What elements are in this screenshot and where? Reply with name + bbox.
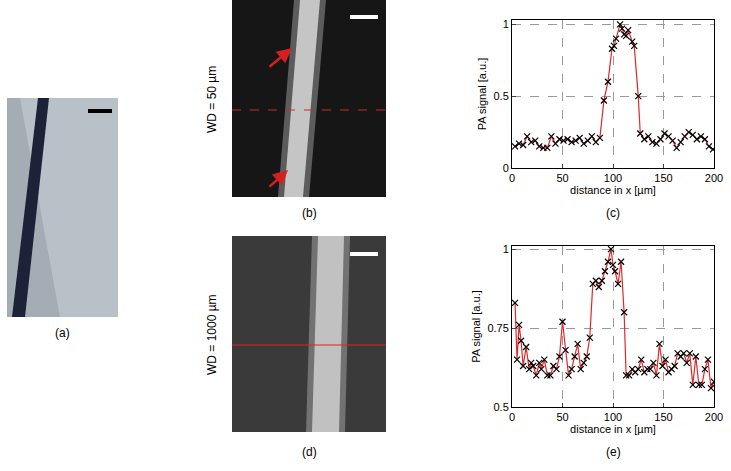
svg-text:(e): (e) xyxy=(606,445,621,459)
svg-text:(b): (b) xyxy=(302,206,317,220)
svg-text:0: 0 xyxy=(509,172,515,184)
svg-text:(d): (d) xyxy=(302,445,317,459)
svg-text:0: 0 xyxy=(503,162,509,174)
svg-text:0.75: 0.75 xyxy=(487,322,508,334)
svg-text:50: 50 xyxy=(556,172,568,184)
svg-text:PA signal [a.u.]: PA signal [a.u.] xyxy=(476,58,488,131)
svg-text:0.5: 0.5 xyxy=(494,401,509,413)
svg-text:1: 1 xyxy=(503,18,509,30)
svg-text:50: 50 xyxy=(556,411,568,423)
svg-text:100: 100 xyxy=(604,411,622,423)
svg-text:0: 0 xyxy=(509,411,515,423)
svg-text:200: 200 xyxy=(705,172,723,184)
svg-text:150: 150 xyxy=(654,411,672,423)
svg-text:200: 200 xyxy=(705,411,723,423)
svg-text:distance in x [µm]: distance in x [µm] xyxy=(570,184,656,196)
svg-text:WD = 50 µm: WD = 50 µm xyxy=(205,66,219,133)
svg-text:0.5: 0.5 xyxy=(494,90,509,102)
svg-text:100: 100 xyxy=(604,172,622,184)
svg-text:PA signal [a.u.]: PA signal [a.u.] xyxy=(470,290,482,363)
svg-text:(a): (a) xyxy=(55,326,70,340)
svg-text:1: 1 xyxy=(503,243,509,255)
svg-text:150: 150 xyxy=(654,172,672,184)
svg-text:distance in x [µm]: distance in x [µm] xyxy=(570,423,656,435)
svg-text:(c): (c) xyxy=(606,206,620,220)
svg-text:WD = 1000 µm: WD = 1000 µm xyxy=(205,294,219,375)
